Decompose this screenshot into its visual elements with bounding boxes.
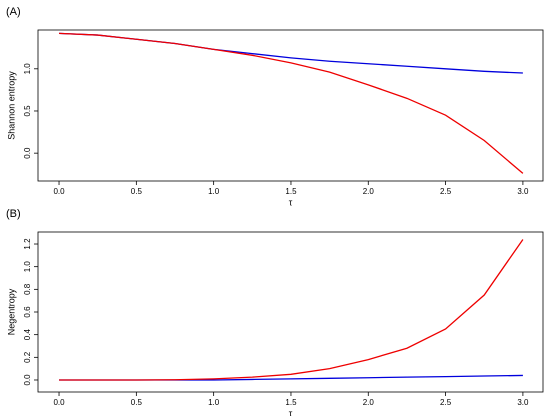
- x-tick-label: 0.5: [131, 187, 143, 196]
- x-tick-label: 2.5: [440, 187, 452, 196]
- x-tick-label: 0.5: [131, 398, 143, 407]
- y-tick-label: 0.0: [23, 374, 32, 386]
- x-tick-label: 3.0: [517, 398, 529, 407]
- x-tick-label: 0.0: [53, 398, 65, 407]
- x-tick-label: 1.0: [208, 187, 220, 196]
- plot-frame: [37, 231, 544, 393]
- x-axis-label: τ: [289, 197, 293, 207]
- y-tick-label: 1.0: [23, 261, 32, 273]
- x-tick-label: 2.5: [440, 398, 452, 407]
- panel-title: (A): [6, 6, 21, 18]
- y-tick-label: 0.6: [23, 306, 32, 318]
- panel-title: (B): [6, 208, 21, 220]
- line-series: [59, 239, 524, 381]
- y-tick-label: 0.2: [23, 351, 32, 363]
- line-series: [59, 374, 523, 381]
- y-axis-label: Negentropy: [6, 288, 16, 335]
- y-tick-label: 1.2: [23, 238, 32, 250]
- x-tick-label: 1.0: [208, 398, 220, 407]
- x-tick-label: 2.0: [363, 187, 375, 196]
- x-tick-label: 0.0: [53, 187, 65, 196]
- x-tick-label: 1.5: [285, 187, 297, 196]
- y-axis-label: Shannon entropy: [6, 71, 16, 140]
- y-tick-label: 0.0: [23, 147, 32, 159]
- plot-frame: [37, 29, 544, 182]
- x-tick-label: 3.0: [517, 187, 529, 196]
- x-axis-label: τ: [289, 408, 293, 416]
- y-tick-label: 0.8: [23, 283, 32, 295]
- y-tick-label: 1.0: [23, 63, 32, 75]
- y-tick-label: 0.4: [23, 329, 32, 341]
- x-tick-label: 1.5: [285, 398, 297, 407]
- x-tick-label: 2.0: [363, 398, 375, 407]
- line-series: [59, 32, 524, 174]
- line-series: [59, 32, 523, 74]
- y-tick-label: 0.5: [23, 105, 32, 117]
